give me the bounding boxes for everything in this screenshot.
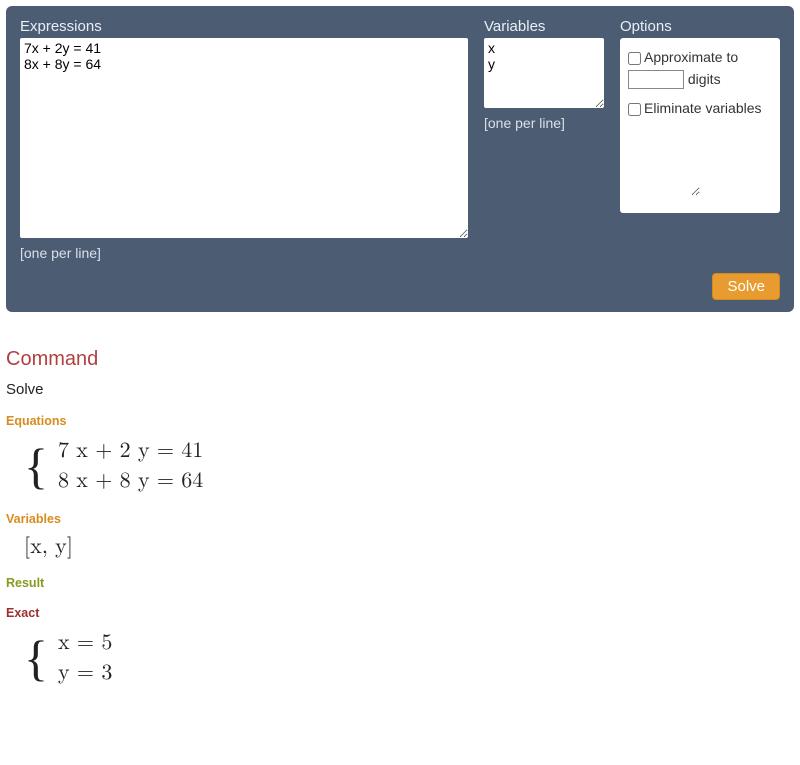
options-label: Options xyxy=(620,18,780,35)
equations-display: { 7 x + 2 y = 41 8 x + 8 y = 64 xyxy=(24,436,794,496)
eliminate-label: Eliminate variables xyxy=(644,100,762,116)
digits-input[interactable] xyxy=(628,70,684,89)
approximate-label: Approximate to xyxy=(644,49,738,65)
equations-header: Equations xyxy=(6,414,794,428)
digits-row: digits xyxy=(628,70,772,89)
result-header: Result xyxy=(6,576,794,590)
command-text: Solve xyxy=(6,381,794,398)
variables-label: Variables xyxy=(484,18,604,35)
exact-header: Exact xyxy=(6,606,794,620)
result-display: { x = 5 y = 3 xyxy=(24,628,794,688)
approximate-checkbox[interactable] xyxy=(628,52,641,65)
variables-column: Variables [one per line] xyxy=(484,18,604,261)
result-line: y = 3 xyxy=(58,658,112,688)
expressions-hint: [one per line] xyxy=(20,245,468,261)
solve-button[interactable]: Solve xyxy=(712,273,780,300)
brace-icon: { xyxy=(24,633,48,683)
results-section: Command Solve Equations { 7 x + 2 y = 41… xyxy=(0,318,800,708)
eliminate-option[interactable]: Eliminate variables xyxy=(628,97,772,119)
eliminate-checkbox[interactable] xyxy=(628,103,641,116)
result-line: x = 5 xyxy=(58,628,112,658)
eliminate-input[interactable] xyxy=(628,126,700,196)
variables-input[interactable] xyxy=(484,38,604,108)
digits-suffix: digits xyxy=(688,71,721,87)
equation-line: 8 x + 8 y = 64 xyxy=(58,466,203,496)
variables-display: [x, y] xyxy=(24,534,794,560)
brace-icon: { xyxy=(24,441,48,491)
variables-result-header: Variables xyxy=(6,512,794,526)
command-header: Command xyxy=(6,348,794,371)
expressions-label: Expressions xyxy=(20,18,468,35)
equation-line: 7 x + 2 y = 41 xyxy=(58,436,203,466)
panel-row: Expressions [one per line] Variables [on… xyxy=(20,18,780,261)
solve-row: Solve xyxy=(20,273,780,300)
options-column: Options Approximate to digits Eliminate … xyxy=(620,18,780,261)
options-box: Approximate to digits Eliminate variable… xyxy=(620,38,780,213)
expressions-input[interactable] xyxy=(20,38,468,238)
expressions-column: Expressions [one per line] xyxy=(20,18,468,261)
input-panel: Expressions [one per line] Variables [on… xyxy=(6,6,794,312)
variables-hint: [one per line] xyxy=(484,115,604,131)
approximate-option[interactable]: Approximate to xyxy=(628,46,772,68)
